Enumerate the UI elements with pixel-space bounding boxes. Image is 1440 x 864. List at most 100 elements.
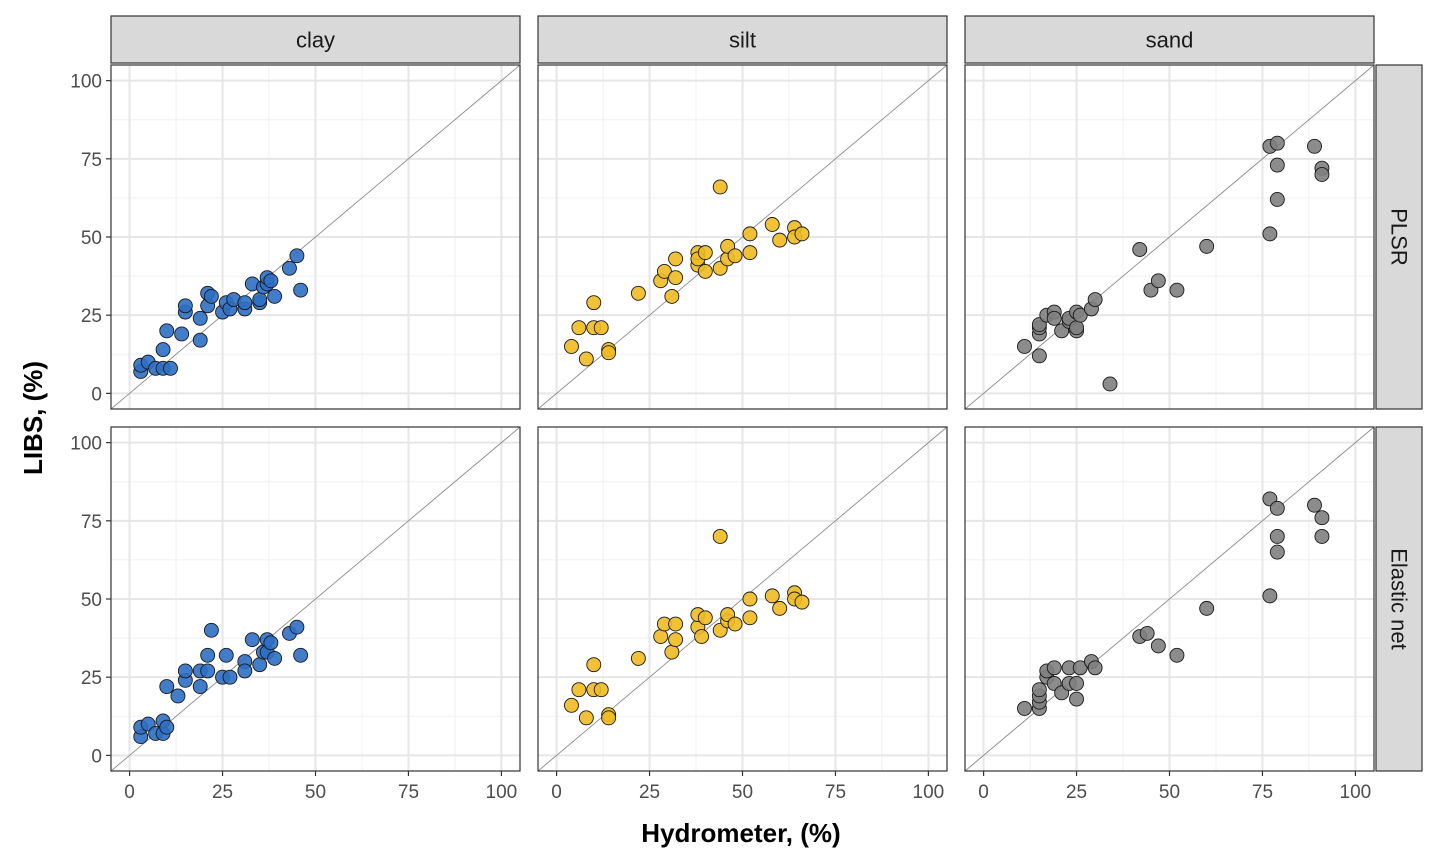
x-tick-label: 50 <box>1159 782 1180 803</box>
data-point-sand <box>1072 660 1088 676</box>
data-point-silt <box>664 288 680 304</box>
data-point-sand <box>1269 192 1285 207</box>
data-point-sand <box>1314 529 1330 544</box>
data-point-silt <box>668 632 684 648</box>
strip-label-clay: clay <box>296 28 335 53</box>
data-point-clay <box>237 295 253 311</box>
data-point-silt <box>697 245 713 261</box>
data-point-clay <box>200 647 216 663</box>
y-tick-label: 25 <box>81 668 102 689</box>
y-tick-label: 25 <box>81 306 102 327</box>
data-point-clay <box>200 663 216 679</box>
data-point-clay <box>203 622 219 638</box>
data-point-silt <box>601 345 617 361</box>
strip-silt <box>537 15 948 64</box>
data-point-silt <box>727 616 743 632</box>
data-point-clay <box>252 292 268 307</box>
y-tick-label: 100 <box>70 434 102 455</box>
data-point-silt <box>764 588 780 604</box>
data-point-sand <box>1307 138 1322 154</box>
data-point-clay <box>263 635 279 651</box>
x-tick-label: 0 <box>551 782 562 803</box>
x-tick-label: 25 <box>212 782 233 803</box>
data-point-sand <box>1169 282 1185 298</box>
data-point-silt <box>578 710 594 726</box>
data-point-silt <box>653 629 669 644</box>
data-point-silt <box>586 295 602 311</box>
data-point-silt <box>772 232 788 248</box>
y-tick-label: 50 <box>81 590 102 611</box>
data-point-silt <box>712 529 728 544</box>
data-point-sand <box>1269 544 1285 560</box>
data-point-sand <box>1314 510 1330 526</box>
data-point-sand <box>1017 339 1032 354</box>
data-point-sand <box>1150 638 1166 654</box>
data-point-sand <box>1046 310 1062 326</box>
data-point-clay <box>192 679 208 695</box>
x-tick-label: 25 <box>1066 782 1087 803</box>
data-point-silt <box>742 245 758 261</box>
x-tick-label: 0 <box>978 782 989 803</box>
data-point-sand <box>1169 647 1185 663</box>
data-point-sand <box>1031 348 1047 364</box>
strip-plsr <box>1375 64 1423 410</box>
data-point-clay <box>267 650 283 666</box>
strip-elastic-net <box>1375 426 1423 772</box>
data-point-silt <box>593 682 609 698</box>
x-tick-label: 75 <box>1252 782 1273 803</box>
data-point-clay <box>177 663 193 679</box>
data-point-sand <box>1269 135 1285 151</box>
data-point-clay <box>177 298 193 314</box>
data-point-sand <box>1087 292 1103 307</box>
x-tick-label: 25 <box>639 782 660 803</box>
data-point-silt <box>571 682 587 698</box>
data-point-sand <box>1046 660 1062 676</box>
panel-plsr-sand-border <box>964 64 1375 410</box>
data-point-sand <box>1069 320 1084 336</box>
y-tick-label: 0 <box>91 384 102 405</box>
data-point-silt <box>668 251 684 267</box>
strip-sand <box>964 15 1375 64</box>
data-point-silt <box>712 179 728 195</box>
y-axis-title: LIBS, (%) <box>18 361 48 475</box>
data-point-sand <box>1199 600 1215 616</box>
data-point-sand <box>1262 588 1278 604</box>
data-point-silt <box>742 591 758 607</box>
data-point-sand <box>1069 691 1084 707</box>
data-point-clay <box>252 657 268 673</box>
data-point-clay <box>293 647 309 663</box>
strip-clay <box>110 15 521 64</box>
data-point-sand <box>1199 238 1215 254</box>
data-point-silt <box>668 270 684 286</box>
data-point-sand <box>1139 625 1155 641</box>
panel-plsr-silt-border <box>537 64 948 410</box>
data-point-clay <box>159 719 175 735</box>
data-point-silt <box>593 320 609 336</box>
strip-label-plsr: PLSR <box>1387 208 1412 265</box>
data-point-clay <box>244 632 260 648</box>
data-point-silt <box>564 697 579 713</box>
data-point-silt <box>727 248 743 264</box>
data-point-silt <box>564 339 579 354</box>
data-point-silt <box>794 226 810 242</box>
data-point-silt <box>772 600 788 616</box>
reference-line <box>964 64 1375 410</box>
y-tick-label: 50 <box>81 228 102 249</box>
y-tick-label: 75 <box>81 512 102 533</box>
x-tick-label: 75 <box>825 782 846 803</box>
strip-label-sand: sand <box>1146 28 1194 53</box>
data-point-clay <box>159 323 175 339</box>
data-point-clay <box>192 332 208 348</box>
y-tick-label: 75 <box>81 150 102 171</box>
data-point-silt <box>630 285 646 301</box>
data-point-silt <box>697 610 713 626</box>
x-tick-label: 50 <box>305 782 326 803</box>
data-point-clay <box>289 619 305 635</box>
data-point-clay <box>218 647 234 663</box>
data-point-sand <box>1269 157 1285 173</box>
data-point-clay <box>155 342 171 358</box>
data-point-silt <box>601 710 617 726</box>
data-point-silt <box>764 217 780 232</box>
data-point-silt <box>697 263 713 279</box>
data-point-sand <box>1314 167 1330 182</box>
